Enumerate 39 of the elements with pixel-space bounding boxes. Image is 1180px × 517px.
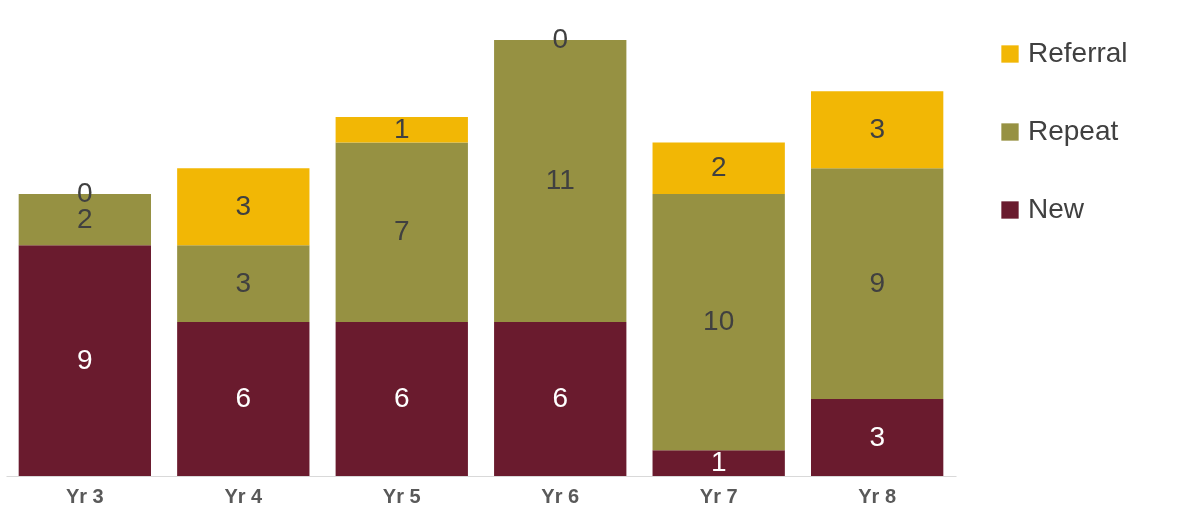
data-label: 1 (710, 446, 727, 478)
data-label: 10 (703, 305, 735, 337)
bar (177, 168, 310, 246)
x-tick-label: Yr 3 (65, 484, 104, 507)
bar (177, 322, 310, 476)
data-label: 6 (552, 382, 569, 414)
data-label: 1 (393, 112, 410, 144)
data-label: 2 (710, 151, 727, 183)
data-label: 11 (545, 164, 575, 196)
data-label: 3 (235, 189, 252, 221)
bar (652, 450, 785, 476)
data-label: 9 (77, 343, 93, 375)
bar (652, 193, 785, 451)
bar (177, 245, 310, 323)
data-label: 3 (235, 266, 252, 298)
x-tick-label: Yr 8 (858, 484, 897, 507)
data-label: 2 (77, 202, 93, 234)
bar (494, 322, 627, 476)
x-tick-label: Yr 5 (382, 484, 421, 507)
data-label: 7 (393, 215, 410, 247)
bar (652, 142, 785, 194)
data-label: 6 (393, 382, 410, 414)
data-label: 3 (869, 420, 885, 452)
x-tick-label: Yr 7 (699, 484, 738, 507)
data-label: 9 (869, 266, 885, 298)
bar (811, 168, 944, 400)
bar (335, 322, 468, 476)
data-label: 6 (235, 382, 252, 414)
x-tick-label: Yr 6 (541, 484, 580, 507)
legend-label: New (1028, 193, 1085, 224)
bar (335, 142, 468, 323)
legend-label: Referral (1028, 37, 1128, 68)
bar (811, 399, 944, 476)
bar (18, 245, 151, 476)
x-tick-label: Yr 4 (224, 484, 264, 507)
legend-label: Repeat (1028, 115, 1119, 146)
bar (335, 116, 468, 143)
data-label: 3 (869, 112, 885, 144)
bar (811, 91, 944, 169)
